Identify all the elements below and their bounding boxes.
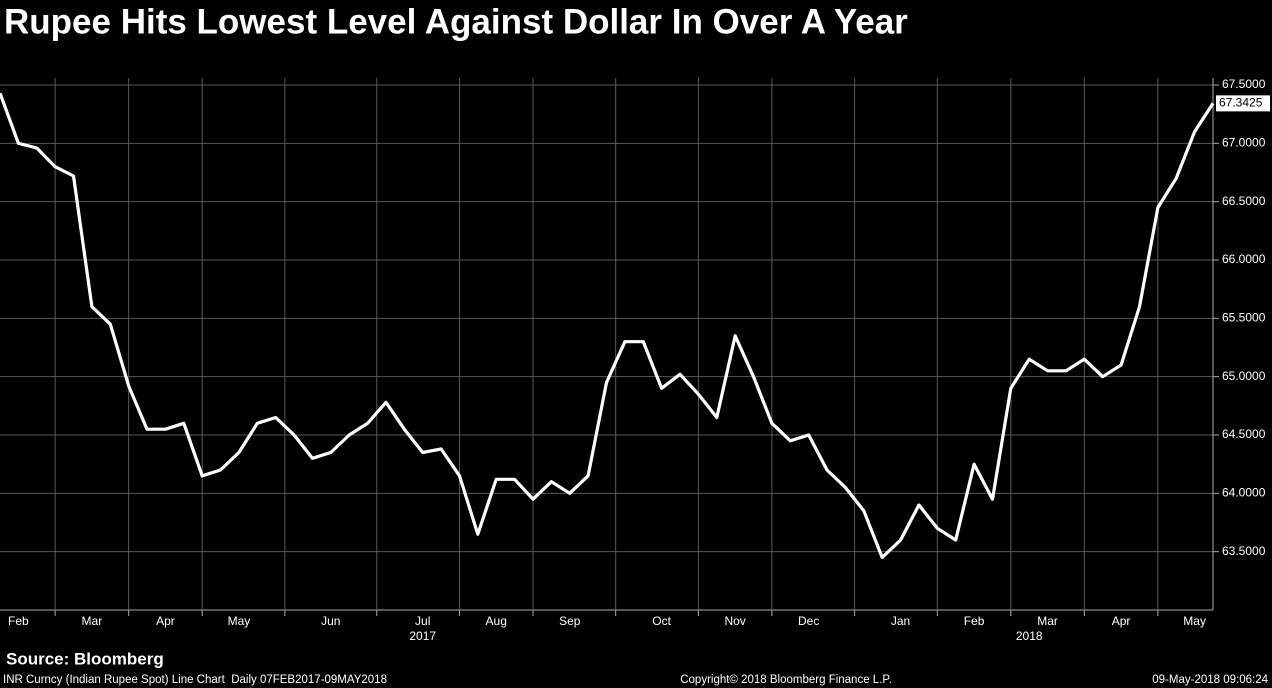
x-tick-label: Oct: [652, 614, 671, 628]
y-tick-label: 66.5000: [1222, 194, 1266, 208]
x-tick-label: Feb: [8, 614, 29, 628]
x-tick-label: May: [1183, 614, 1206, 628]
x-tick-label: Mar: [1037, 614, 1058, 628]
last-value-label: 67.3425: [1219, 96, 1263, 110]
x-tick-label: Feb: [964, 614, 985, 628]
x-tick-label: Nov: [724, 614, 745, 628]
x-tick-label: Mar: [82, 614, 103, 628]
y-tick-label: 67.5000: [1222, 77, 1266, 91]
chart-title: Rupee Hits Lowest Level Against Dollar I…: [4, 2, 908, 41]
last-value-box: [1216, 95, 1270, 112]
x-year-label: 2017: [409, 629, 436, 643]
x-tick-label: Apr: [1112, 614, 1131, 628]
x-tick-label: Jul: [415, 614, 430, 628]
source: Source: Bloomberg: [6, 649, 164, 668]
x-year-label: 2018: [1016, 629, 1043, 643]
y-tick-label: 65.5000: [1222, 311, 1266, 325]
x-tick-label: Apr: [156, 614, 175, 628]
footer-left: INR Curncy (Indian Rupee Spot) Line Char…: [3, 674, 387, 686]
footer-right: 09-May-2018 09:06:24: [1152, 674, 1268, 686]
footer-center: Copyright© 2018 Bloomberg Finance L.P.: [680, 674, 892, 686]
y-tick-label: 64.5000: [1222, 427, 1266, 441]
y-tick-label: 64.0000: [1222, 486, 1266, 500]
x-tick-label: Jun: [321, 614, 340, 628]
line-series: [0, 92, 1215, 560]
x-tick-label: Jan: [891, 614, 910, 628]
y-tick-label: 66.0000: [1222, 252, 1266, 266]
x-tick-label: Sep: [559, 614, 581, 628]
y-tick-label: 63.5000: [1222, 544, 1266, 558]
x-tick-label: Aug: [486, 614, 507, 628]
x-tick-label: May: [228, 614, 251, 628]
x-tick-label: Dec: [798, 614, 819, 628]
y-tick-label: 65.0000: [1222, 369, 1266, 383]
y-tick-label: 67.0000: [1222, 136, 1266, 150]
